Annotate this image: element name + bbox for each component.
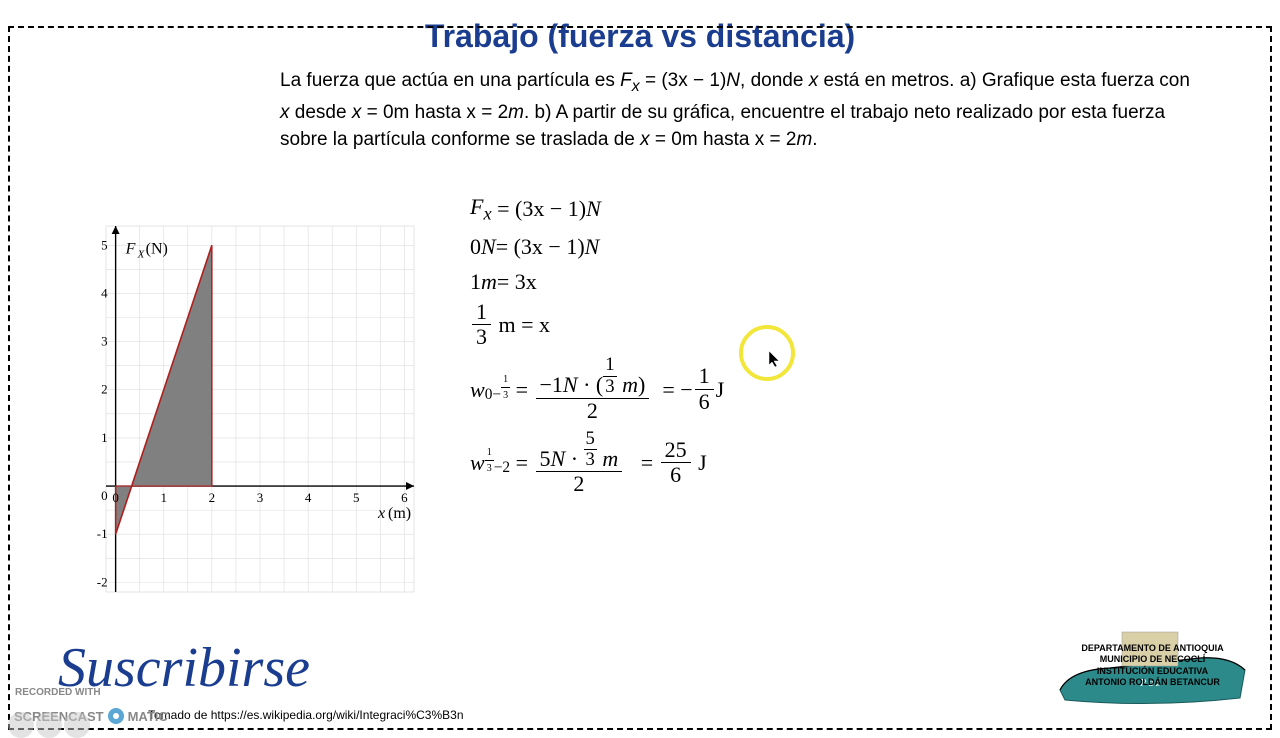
frac-den: 3 (472, 325, 491, 349)
svg-text:4: 4 (305, 490, 312, 505)
svg-text:4: 4 (101, 285, 108, 300)
control-1[interactable] (8, 712, 34, 738)
unit-j: J (716, 373, 725, 406)
svg-text:3: 3 (101, 334, 108, 349)
problem-statement: La fuerza que actúa en una partícula es … (280, 67, 1200, 154)
w1-res-den: 6 (695, 390, 714, 414)
svg-text:1: 1 (161, 490, 168, 505)
w2-den: 2 (569, 472, 588, 496)
svg-text:X: X (137, 248, 146, 260)
control-3[interactable] (64, 712, 90, 738)
svg-text:-2: -2 (97, 574, 108, 589)
eq-line-1: Fx = (3x − 1)N (470, 190, 724, 228)
svg-text:-1: -1 (97, 526, 108, 541)
eq-w2: w13−2 = 5N · 53 m 2 = 256 J (470, 429, 724, 497)
eq-w1: w0−13 = −1N · (13 m) 2 = −16J (470, 355, 724, 423)
svg-text:0: 0 (112, 490, 119, 505)
w2-res-den: 6 (666, 463, 685, 487)
eq-line-4: 13 m = x (470, 300, 724, 349)
control-2[interactable] (36, 712, 62, 738)
svg-text:(N): (N) (146, 240, 168, 257)
svg-text:5: 5 (353, 490, 360, 505)
equation-block: Fx = (3x − 1)N 0N = (3x − 1)N 1m = 3x 13… (470, 190, 724, 498)
cursor-icon (767, 349, 783, 369)
svg-text:1: 1 (101, 430, 108, 445)
problem-text: La fuerza que actúa en una partícula es … (280, 70, 1190, 150)
force-chart: 0 1 2 3 4 5 6 -2 -1 1 2 3 4 5 0 FX(N) x(m) (68, 216, 428, 612)
badge-text: DEPARTAMENTO DE ANTIOQUIAMUNICIPIO DE NE… (1065, 643, 1240, 688)
eq-line-2: 0N = (3x − 1)N (470, 230, 724, 263)
svg-text:x: x (377, 505, 385, 522)
unit-j2: J (698, 446, 707, 479)
svg-text:(m): (m) (388, 505, 411, 522)
svg-text:2: 2 (209, 490, 216, 505)
w1-res-num: 1 (695, 364, 714, 389)
screencast-text-2: MATIC (128, 709, 168, 724)
w1-den: 2 (583, 399, 602, 423)
w1-num: −1N · (13 m) (536, 355, 650, 398)
frac-num: 1 (472, 300, 491, 325)
w2-num: 5N · 53 m (536, 429, 623, 472)
screencast-logo-icon (108, 708, 124, 724)
eq-line-3: 1m = 3x (470, 265, 724, 298)
recorded-label: RECORDED WITH (15, 687, 101, 698)
svg-text:2: 2 (101, 382, 108, 397)
player-controls[interactable] (8, 712, 90, 738)
w2-res-num: 25 (661, 438, 691, 463)
page-title: Trabajo (fuerza vs distancia) (0, 18, 1280, 55)
svg-text:5: 5 (101, 237, 108, 252)
cursor-highlight-ring (739, 325, 795, 381)
svg-text:F: F (125, 240, 136, 257)
svg-text:6: 6 (401, 490, 408, 505)
svg-text:0: 0 (101, 488, 108, 503)
svg-text:3: 3 (257, 490, 264, 505)
